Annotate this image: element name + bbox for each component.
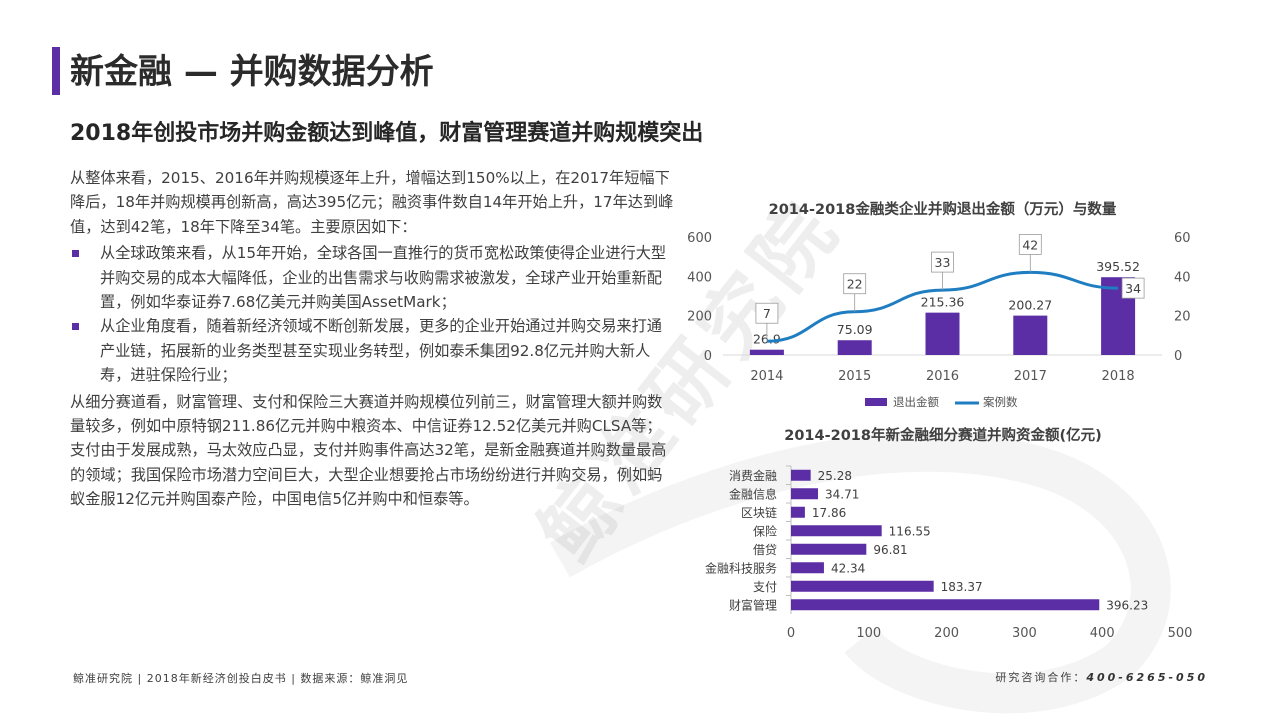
- bar-value-label: 75.09: [837, 322, 873, 337]
- bar-value-label: 215.36: [921, 295, 965, 310]
- x-tick-label: 2015: [838, 369, 871, 384]
- bar-value-label: 200.27: [1008, 298, 1052, 313]
- bar: [791, 580, 934, 592]
- contact-label: 研究咨询合作：: [995, 671, 1087, 684]
- category-label: 消费金融: [729, 468, 777, 483]
- line-label-box: [755, 302, 779, 324]
- y-tick-left: 600: [687, 231, 712, 246]
- category-label: 借贷: [753, 543, 777, 557]
- bar-value-label: 183.37: [941, 580, 983, 594]
- detail-paragraph: 从细分赛道看，财富管理、支付和保险三大赛道并购规模位列前三，财富管理大额并购数量…: [70, 392, 667, 509]
- x-tick-label: 2014: [750, 369, 783, 384]
- bar: [791, 488, 819, 500]
- x-tick-label: 400: [1090, 626, 1115, 641]
- category-label: 保险: [753, 523, 777, 538]
- title-accent-bar: [52, 47, 60, 95]
- legend-swatch-bar: [865, 398, 887, 406]
- bar-value-label: 116.55: [889, 524, 931, 538]
- bar-value-label: 396.23: [1106, 598, 1148, 612]
- legend-label-bar: 退出金额: [893, 395, 939, 409]
- chart-title: 2014-2018年新金融细分赛道并购资金额(亿元): [784, 426, 1101, 444]
- contact-phone: 400-6265-050: [1086, 671, 1208, 684]
- reason-text: 从全球政策来看，从15年开始，全球各国一直推行的货币宽松政策使得企业进行大型并购…: [100, 244, 667, 312]
- y-tick-right: 0: [1174, 349, 1182, 364]
- line-value-label: 22: [847, 277, 863, 292]
- bar: [791, 599, 1100, 611]
- bar-value-label: 42.34: [831, 561, 865, 575]
- x-tick-label: 2017: [1014, 369, 1047, 384]
- bar-value-label: 25.28: [818, 469, 852, 483]
- page-title: 新金融 — 并购数据分析: [70, 52, 434, 92]
- bar: [791, 469, 811, 481]
- reason-text: 从企业角度看，随着新经济领域不断创新发展，更多的企业开始通过并购交易来打通产业链…: [100, 317, 662, 385]
- line-label-box: [1121, 277, 1145, 299]
- line-value-label: 42: [1022, 237, 1038, 252]
- x-tick-label: 100: [856, 626, 881, 641]
- reason-item: 从企业角度看，随着新经济领域不断创新发展，更多的企业开始通过并购交易来打通产业链…: [70, 314, 676, 387]
- bar: [791, 562, 824, 574]
- bar: [749, 349, 784, 355]
- bullet-square-icon: [72, 250, 79, 258]
- bar-value-label: 17.86: [812, 506, 846, 520]
- line-value-label: 33: [935, 255, 951, 270]
- y-tick-right: 40: [1174, 270, 1191, 285]
- x-tick-label: 200: [934, 626, 959, 641]
- category-label: 区块链: [741, 505, 777, 520]
- y-tick-right: 20: [1174, 310, 1191, 325]
- line-value-label: 7: [763, 306, 771, 321]
- line-label-box: [843, 273, 867, 295]
- line-label-box: [931, 251, 954, 273]
- category-label: 财富管理: [729, 597, 777, 612]
- bar: [1013, 315, 1048, 355]
- y-tick-right: 60: [1174, 231, 1191, 246]
- bar-value-label: 395.52: [1096, 259, 1140, 274]
- category-label: 金融科技服务: [705, 560, 777, 575]
- x-tick-label: 500: [1168, 626, 1193, 641]
- bullet-square-icon: [72, 323, 79, 331]
- x-tick-label: 300: [1012, 626, 1037, 641]
- category-label: 支付: [753, 580, 777, 594]
- x-tick-label: 2016: [926, 369, 959, 384]
- reason-list: 从全球政策来看，从15年开始，全球各国一直推行的货币宽松政策使得企业进行大型并购…: [70, 241, 676, 387]
- x-tick-label: 0: [787, 626, 795, 641]
- bar-value-label: 34.71: [825, 487, 859, 501]
- chart-title: 2014-2018金融类企业并购退出金额（万元）与数量: [769, 200, 1117, 218]
- footer-source: 鲸准研究院 | 2018年新经济创投白皮书 | 数据来源：鲸准洞见: [73, 672, 409, 685]
- bar: [925, 312, 960, 355]
- y-tick-left: 0: [704, 349, 712, 364]
- bar: [791, 543, 867, 555]
- category-label: 金融信息: [729, 486, 777, 501]
- intro-paragraph: 从整体来看，2015、2016年并购规模逐年上升，增幅达到150%以上，在201…: [70, 169, 674, 236]
- body-text: 从整体来看，2015、2016年并购规模逐年上升，增幅达到150%以上，在201…: [70, 166, 676, 512]
- x-tick-label: 2018: [1102, 369, 1135, 384]
- bar-value-label: 96.81: [873, 543, 907, 557]
- footer-contact: 研究咨询合作：400-6265-050: [995, 669, 1208, 685]
- bar: [791, 525, 882, 537]
- bar: [837, 340, 872, 355]
- reason-item: 从全球政策来看，从15年开始，全球各国一直推行的货币宽松政策使得企业进行大型并购…: [70, 241, 676, 314]
- page-subtitle: 2018年创投市场并购金额达到峰值，财富管理赛道并购规模突出: [70, 121, 704, 146]
- line-label-box: [1018, 233, 1042, 255]
- bar: [791, 506, 805, 518]
- legend-label-line: 案例数: [983, 395, 1018, 409]
- y-tick-left: 200: [687, 310, 712, 325]
- line-value-label: 34: [1125, 281, 1141, 296]
- y-tick-left: 400: [687, 270, 712, 285]
